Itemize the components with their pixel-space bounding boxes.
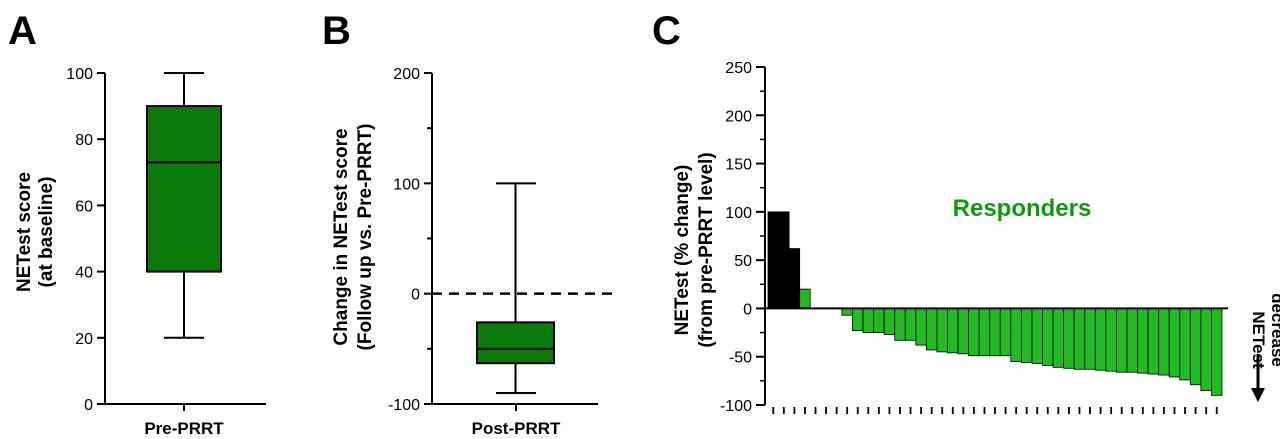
panel-c-y-tick-label: -50 [729,350,752,367]
panel-c-bar [799,288,811,309]
panel-c-bar [1063,308,1075,369]
panel-c-bar [989,308,1001,357]
panel-b-y-tick-label: 100 [393,176,420,193]
panel-b-y-tick-label: 200 [393,66,420,83]
panel-c-bar [1168,308,1181,378]
panel-c-y-tick-label: 200 [725,108,752,125]
panel-c-bar [1084,308,1096,370]
panel-c-bar [1094,308,1107,371]
panel-c-bar [1200,308,1212,391]
panel-c-bar [778,211,790,309]
panel-c-y-tick-label: 100 [725,205,752,222]
panel-c-bar [925,308,938,351]
panel-a-y-tick-label: 60 [75,198,93,215]
panel-a-y-tick-label: 0 [84,397,93,414]
panel-c-bar [767,211,779,309]
panel-a-y-tick-label: 20 [75,331,93,348]
panel-c-bar [862,308,874,333]
panel-c-bar [999,308,1012,357]
side-label-line1: NETest [1249,311,1268,369]
panel-c-bar [957,308,970,355]
panel-c-bar [1052,308,1065,368]
panel-c-y-tick-label: 250 [725,60,752,77]
panel-c-y-tick-label: 0 [743,301,752,318]
panel-c-bar [1158,308,1170,376]
panel-a-y-tick-label: 80 [75,132,93,149]
panel-letter-b: B [322,9,351,53]
panel-a-y-tick-label: 40 [75,265,93,282]
panel-c-bar [968,308,980,357]
panel-c-bar [788,248,801,309]
panel-b-category-label: Post-PRRT [472,419,561,438]
panel-c-bar [1126,308,1138,373]
panel-c-bar [1042,308,1054,366]
panel-c-y-tick-label: -100 [720,398,752,415]
panel-c-bar [1073,308,1086,370]
panel-c-bar [1116,308,1128,373]
panel-letter-a: A [8,9,37,53]
panel-c-ylabel-line2: (from pre-PRRT level) [696,152,717,347]
panel-b-y-tick-label: -100 [388,397,420,414]
panel-c-bar [904,308,917,341]
panel-a-ylabel-line2: (at baseline) [36,177,57,288]
panel-c-bar [1020,308,1033,363]
panel-b-box [476,321,555,365]
panel-a-y-tick-label: 100 [66,66,93,83]
panel-c-bar [841,308,853,316]
panel-letter-c: C [652,9,681,53]
panel-c-bar [873,308,885,333]
panel-b-ylabel-line2: (Follow up vs. Pre-PRRT) [355,124,376,351]
panel-b-ylabel-line1: Change in NETest score [331,128,352,345]
panel-a-ylabel-line1: NETest score [14,172,35,292]
panel-c-bar [1105,308,1117,372]
panel-a-box [146,105,222,273]
panel-c-bar [883,308,896,335]
panel-c-bar [1031,308,1043,364]
panel-c-bar [947,308,959,354]
panel-c-bar [1137,308,1149,374]
panel-c-bar [1147,308,1160,375]
decrease-arrow-icon [1251,354,1265,402]
panel-c-y-tick-label: 150 [725,157,752,174]
panel-c-bar [1179,308,1191,381]
panel-c-bar [936,308,948,353]
panel-c-bar [915,308,927,346]
panel-c-y-tick-label: 50 [734,253,752,270]
panel-c-bar [852,308,864,332]
panel-c-bar [978,308,991,357]
panel-c-bar [1189,308,1202,386]
side-label-line2: decrease [1268,293,1280,367]
panel-c-bar [894,308,906,341]
panel-c-bar [1211,308,1223,396]
panel-c-bar [1010,308,1022,362]
panel-a-category-label: Pre-PRRT [144,419,224,438]
responders-annotation: Responders [953,195,1092,222]
panel-b-y-tick-label: 0 [411,287,420,304]
panel-c-ylabel-line1: NETest (% change) [672,165,693,336]
